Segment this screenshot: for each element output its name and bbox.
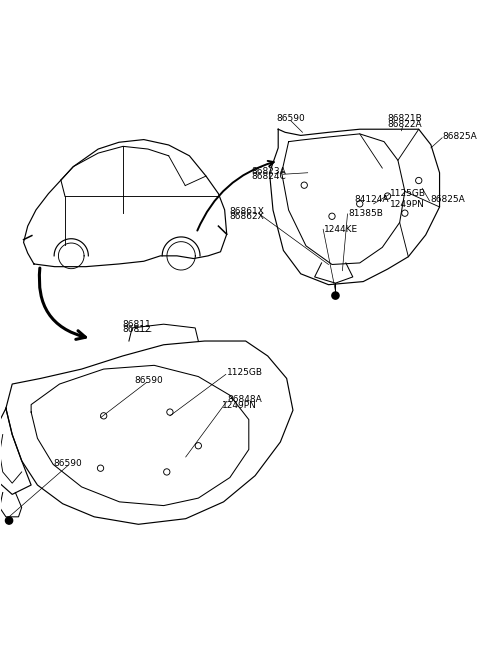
Text: 86822A: 86822A [387, 120, 422, 129]
Text: 86861X: 86861X [229, 207, 264, 215]
Text: 1125GB: 1125GB [227, 368, 263, 377]
Text: 1249PN: 1249PN [390, 200, 425, 210]
Text: 86825A: 86825A [442, 132, 477, 141]
Text: 1125GB: 1125GB [390, 189, 426, 198]
Text: 86812: 86812 [122, 326, 151, 334]
Text: 86848A: 86848A [228, 395, 263, 404]
Text: 86821B: 86821B [387, 115, 422, 123]
Text: 1249PN: 1249PN [222, 402, 257, 411]
Text: 86590: 86590 [277, 115, 306, 123]
FancyArrowPatch shape [197, 161, 274, 231]
Text: 86590: 86590 [54, 459, 83, 468]
FancyArrowPatch shape [39, 268, 85, 339]
Circle shape [332, 292, 339, 299]
Circle shape [5, 517, 12, 524]
Text: 86590: 86590 [135, 376, 164, 385]
Text: 86862X: 86862X [229, 212, 264, 221]
Text: 86823A: 86823A [251, 167, 286, 176]
Text: 86824C: 86824C [251, 172, 286, 181]
Text: 86811: 86811 [122, 320, 151, 329]
Text: 84124A: 84124A [355, 195, 389, 204]
Text: 1244KE: 1244KE [324, 225, 358, 234]
Text: 86825A: 86825A [431, 195, 465, 204]
Text: 81385B: 81385B [348, 210, 383, 218]
